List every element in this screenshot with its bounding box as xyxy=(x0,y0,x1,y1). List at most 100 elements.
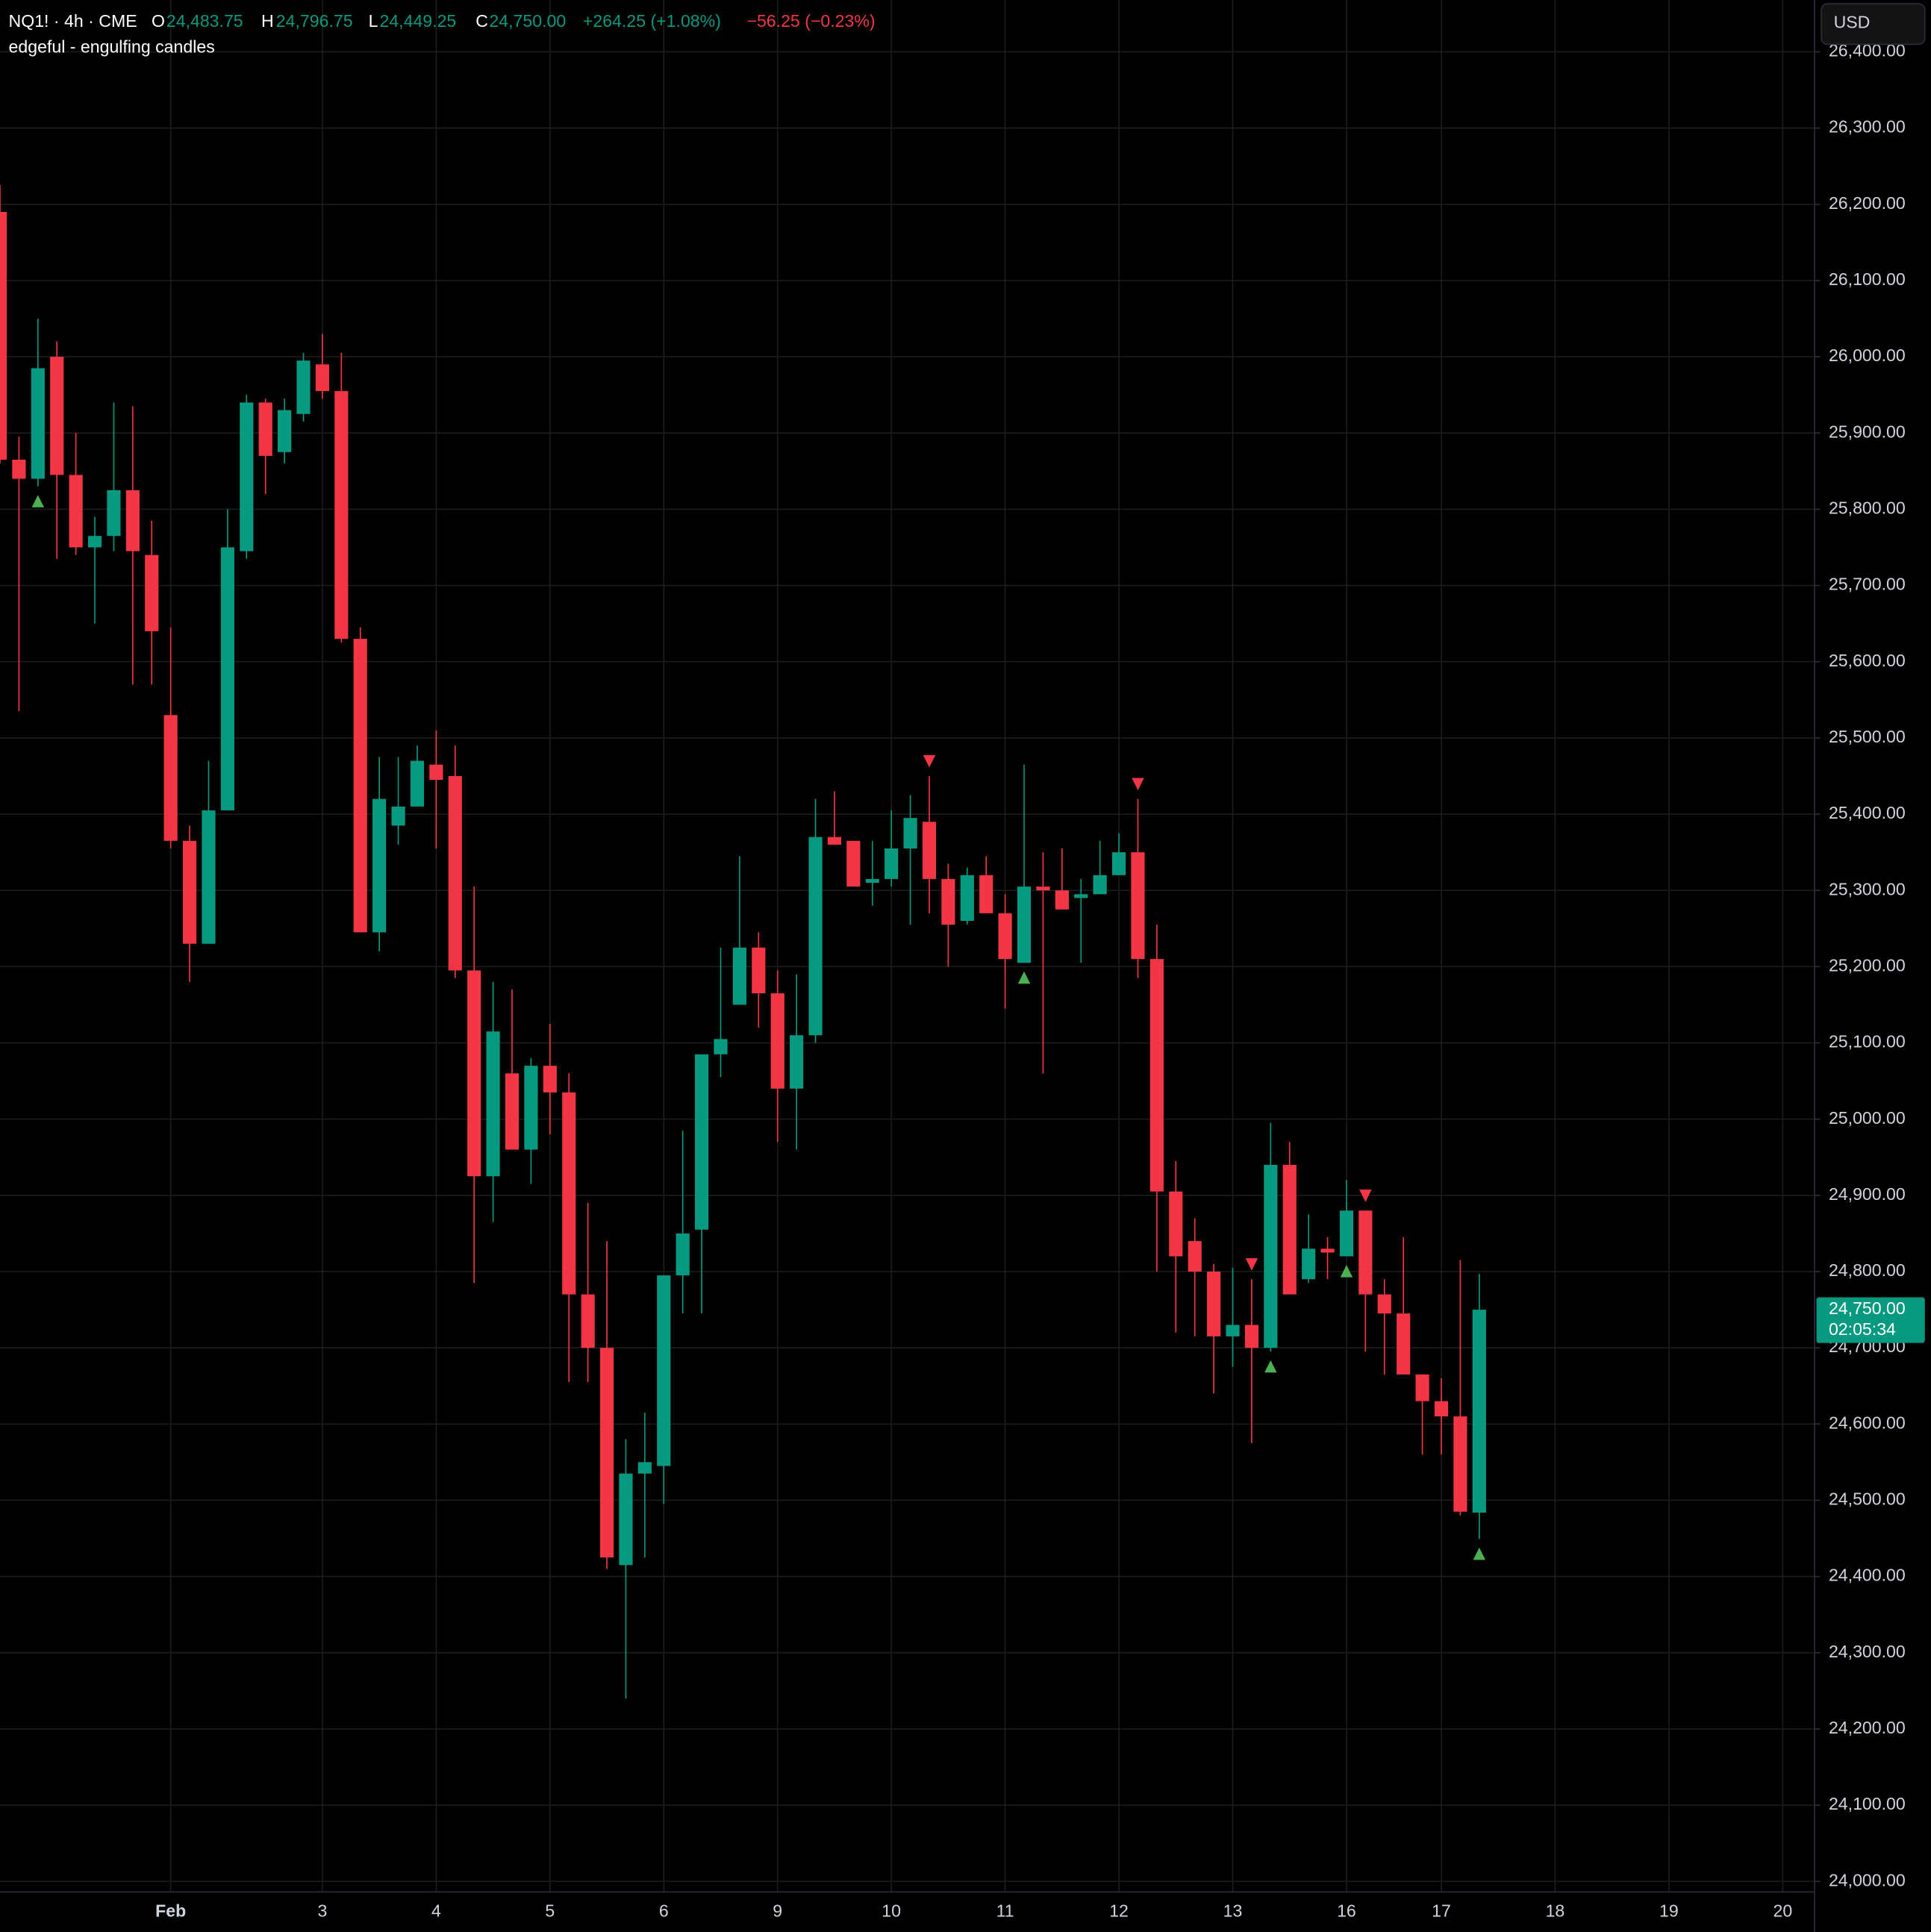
x-tick-label: 9 xyxy=(773,1901,782,1921)
ohlc-label: O xyxy=(152,11,165,31)
x-tick-label: 10 xyxy=(882,1901,901,1921)
signal-up xyxy=(1017,971,1031,984)
candle-body xyxy=(846,840,861,887)
candle-body xyxy=(182,840,197,944)
y-tick-label: 25,800.00 xyxy=(1829,498,1906,518)
x-tick-label: 17 xyxy=(1432,1901,1451,1921)
y-tick-label: 26,200.00 xyxy=(1829,193,1906,213)
candle-body xyxy=(1397,1313,1411,1375)
candle-body xyxy=(1169,1191,1183,1257)
y-tick-label: 25,600.00 xyxy=(1829,651,1906,670)
candle-body xyxy=(979,875,993,913)
candle-body xyxy=(922,822,937,879)
candle-body xyxy=(1188,1241,1202,1272)
candle-body xyxy=(543,1066,557,1092)
candle-body xyxy=(1093,875,1107,895)
signal-up xyxy=(1264,1360,1277,1373)
candle-body xyxy=(278,410,292,452)
candle-body xyxy=(524,1066,538,1150)
y-tick-label: 24,200.00 xyxy=(1829,1718,1906,1737)
candle-body xyxy=(1472,1310,1486,1513)
ohlc-label: H xyxy=(261,11,274,31)
y-tick-label: 25,200.00 xyxy=(1829,955,1906,975)
candle-body xyxy=(1339,1210,1354,1257)
y-tick-label: 24,400.00 xyxy=(1829,1566,1906,1585)
candle-body xyxy=(258,402,272,456)
signal-up xyxy=(1473,1547,1486,1560)
y-tick-label: 25,400.00 xyxy=(1829,803,1906,822)
candle-body xyxy=(1131,852,1145,960)
candle-body xyxy=(1036,887,1050,891)
candle-body xyxy=(372,798,387,933)
y-tick-label: 24,800.00 xyxy=(1829,1260,1906,1280)
candle-body xyxy=(827,837,842,845)
candle-body xyxy=(1149,959,1164,1192)
ohlc-value: 24,796.75 xyxy=(276,11,353,31)
x-tick-label: 19 xyxy=(1659,1901,1679,1921)
candle-body xyxy=(790,1035,804,1089)
x-tick-label: Feb xyxy=(155,1901,186,1921)
x-tick-label: 3 xyxy=(318,1901,328,1921)
candle-body xyxy=(69,475,83,548)
y-tick-label: 24,000.00 xyxy=(1829,1870,1906,1889)
ohlc-value: 24,449.25 xyxy=(379,11,456,31)
candle-body xyxy=(599,1348,614,1558)
candle-body xyxy=(562,1092,576,1295)
candle-body xyxy=(1074,894,1088,898)
candle-body xyxy=(107,490,121,537)
y-tick-label: 24,600.00 xyxy=(1829,1413,1906,1432)
currency-button[interactable] xyxy=(1821,3,1926,46)
candle-body xyxy=(1264,1164,1278,1348)
candle-body xyxy=(960,875,974,922)
candle-body xyxy=(998,913,1012,960)
x-tick-label: 18 xyxy=(1546,1901,1565,1921)
candle-body xyxy=(1320,1248,1335,1253)
candle-body xyxy=(1111,852,1126,875)
ohlc-label: C xyxy=(475,11,488,31)
candle-body xyxy=(220,547,234,810)
candle-body xyxy=(50,357,64,475)
legend-header: NQ1! · 4h · CME O 24,483.75 H 24,796.75 … xyxy=(9,11,876,57)
ohlc-value: 24,750.00 xyxy=(489,11,566,31)
candle-body xyxy=(619,1473,633,1566)
y-tick-label: 24,300.00 xyxy=(1829,1642,1906,1661)
currency-label[interactable]: USD xyxy=(1834,12,1871,31)
indicator-name: edgeful - engulfing candles xyxy=(9,37,215,57)
candle-body xyxy=(770,993,784,1089)
candle-body xyxy=(202,810,216,944)
candle-body xyxy=(1434,1401,1449,1417)
signal-down xyxy=(1245,1258,1258,1271)
candle-body xyxy=(391,806,405,826)
y-tick-label: 26,300.00 xyxy=(1829,117,1906,137)
candle-body xyxy=(695,1054,709,1230)
signal-up xyxy=(31,495,45,507)
price-tag-price: 24,750.00 xyxy=(1829,1298,1906,1318)
candle-body xyxy=(865,878,879,883)
price-tag-countdown: 02:05:34 xyxy=(1829,1319,1896,1339)
candle-body xyxy=(31,368,45,479)
y-tick-label: 25,100.00 xyxy=(1829,1032,1906,1051)
plot-area xyxy=(0,0,1815,1892)
candle-body xyxy=(1055,890,1069,910)
candle-body xyxy=(581,1294,595,1348)
candle-body xyxy=(808,837,823,1036)
candle-body xyxy=(486,1031,500,1177)
change: −56.25 (−0.23%) xyxy=(746,11,875,31)
y-tick-label: 26,000.00 xyxy=(1829,346,1906,365)
axes: 24,000.00 24,100.00 24,200.00 24,300.00 24,4… xyxy=(155,41,1906,1921)
candle-body xyxy=(1017,887,1032,963)
candle-body xyxy=(0,211,7,460)
candle-body xyxy=(12,460,26,479)
candle-body xyxy=(1377,1294,1391,1314)
signal-up xyxy=(1340,1265,1353,1278)
symbol-title: NQ1! · 4h · CME xyxy=(9,11,137,31)
candle-body xyxy=(353,639,367,933)
y-tick-label: 25,900.00 xyxy=(1829,422,1906,441)
y-tick-label: 25,700.00 xyxy=(1829,575,1906,594)
x-tick-label: 13 xyxy=(1223,1901,1243,1921)
x-tick-label: 20 xyxy=(1773,1901,1792,1921)
y-tick-label: 25,000.00 xyxy=(1829,1108,1906,1128)
